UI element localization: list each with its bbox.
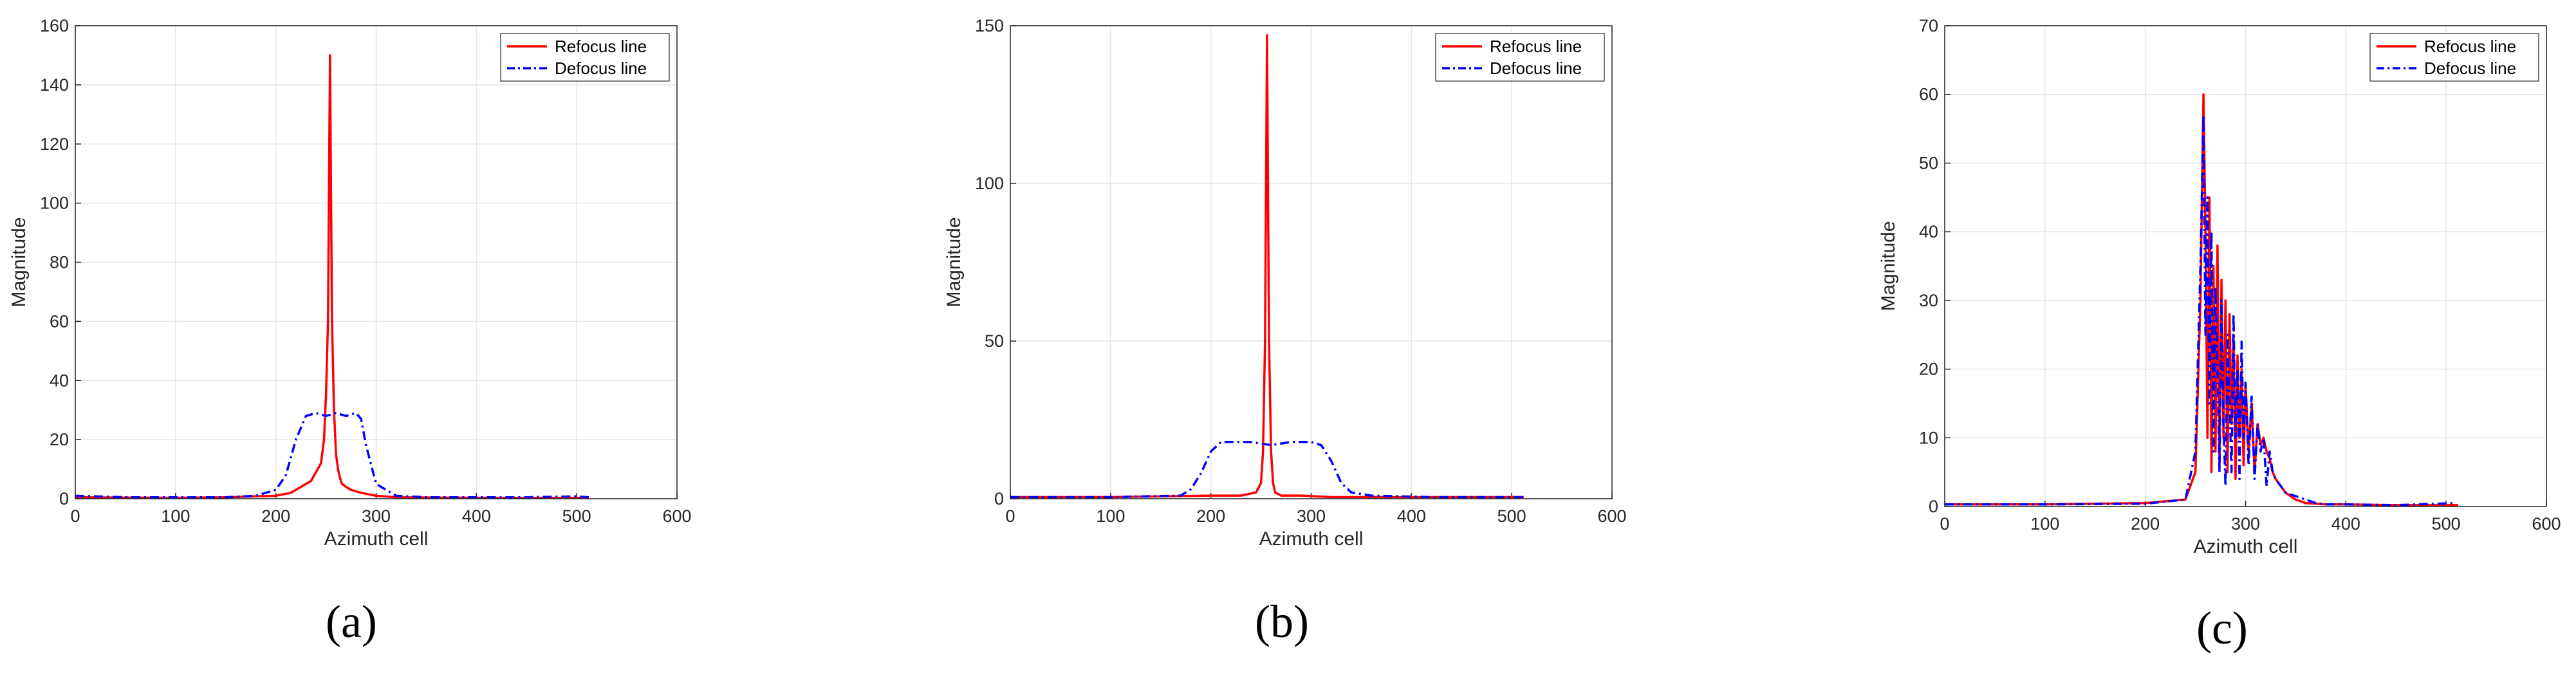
y-tick-label: 120	[40, 134, 69, 154]
chart-b: 0 100 200 300 400 500 600 0 50 100 150 Azimuth cell…	[943, 16, 1627, 550]
legend-label: Refocus line	[1490, 37, 1582, 56]
y-tick-label: 150	[975, 16, 1004, 35]
y-tick-label: 80	[50, 253, 69, 272]
defocus-line	[1945, 113, 2456, 506]
chart-c: 0 100 200 300 400 500 600 0 10 20 30 40 50 60 70 Azimut…	[1878, 16, 2561, 557]
legend-label: Defocus line	[555, 59, 647, 78]
x-tick-label: 100	[1096, 506, 1125, 526]
x-tick-label: 300	[1297, 506, 1326, 526]
panel-label-a: (a)	[326, 596, 377, 647]
x-tick-label: 100	[161, 506, 190, 526]
x-axis-label: Azimuth cell	[2194, 536, 2298, 557]
x-axis-label: Azimuth cell	[324, 528, 429, 550]
y-tick-label: 100	[975, 174, 1004, 193]
y-tick-label: 60	[1919, 85, 1938, 104]
x-tick-label: 600	[2532, 514, 2561, 533]
y-tick-label: 0	[59, 489, 69, 508]
x-tick-label: 200	[261, 506, 290, 526]
y-axis-label: Magnitude	[1878, 221, 1899, 311]
x-tick-label: 600	[1597, 506, 1626, 526]
x-tick-label: 300	[362, 506, 391, 526]
refocus-line	[75, 54, 589, 499]
x-tick-label: 600	[662, 506, 691, 526]
y-axis-label: Magnitude	[943, 217, 965, 307]
chart-a: 0 100 200 300 400 500 600 0 20 40 60 80 100 120 140 160…	[8, 16, 692, 550]
x-tick-label: 0	[70, 506, 80, 526]
defocus-line	[75, 412, 589, 499]
y-tick-label: 20	[1919, 360, 1938, 379]
legend-box	[500, 33, 670, 82]
legend-box	[2369, 33, 2539, 82]
y-tick-label: 60	[50, 311, 69, 331]
legend-label: Refocus line	[2424, 37, 2516, 56]
legend-box	[1435, 33, 1605, 82]
legend-label: Defocus line	[2424, 59, 2516, 78]
x-tick-label: 0	[1005, 506, 1015, 526]
axes-box	[1010, 25, 1613, 499]
y-tick-label: 50	[985, 331, 1004, 351]
y-tick-label: 0	[994, 489, 1004, 508]
panel-label-b: (b)	[1255, 596, 1309, 647]
x-tick-label: 300	[2231, 514, 2260, 533]
x-tick-label: 500	[1497, 506, 1526, 526]
x-axis-label: Azimuth cell	[1259, 528, 1364, 550]
y-tick-label: 10	[1919, 428, 1938, 447]
y-axis-label: Magnitude	[8, 217, 30, 307]
y-tick-label: 30	[1919, 291, 1938, 310]
y-tick-label: 50	[1919, 153, 1938, 172]
y-tick-label: 160	[40, 16, 69, 35]
axes-box	[75, 25, 678, 499]
legend-label: Defocus line	[1490, 59, 1582, 78]
x-tick-label: 100	[2030, 514, 2059, 533]
panel-label-c: (c)	[2196, 602, 2248, 654]
y-tick-label: 100	[40, 194, 69, 213]
x-tick-label: 500	[562, 506, 591, 526]
x-tick-label: 200	[2131, 514, 2160, 533]
y-tick-label: 140	[40, 75, 69, 95]
defocus-line	[1010, 441, 1524, 499]
x-tick-label: 400	[1397, 506, 1426, 526]
x-tick-label: 500	[2432, 514, 2461, 533]
y-tick-label: 70	[1919, 16, 1938, 35]
y-tick-label: 40	[1919, 222, 1938, 241]
x-tick-label: 0	[1940, 514, 1949, 533]
y-tick-label: 40	[50, 371, 69, 390]
x-tick-label: 400	[2331, 514, 2360, 533]
axes-box	[1944, 25, 2547, 507]
x-tick-label: 400	[462, 506, 491, 526]
refocus-line	[1010, 33, 1524, 499]
x-tick-label: 200	[1196, 506, 1225, 526]
legend-label: Refocus line	[555, 37, 647, 56]
y-tick-label: 0	[1929, 497, 1938, 516]
y-tick-label: 20	[50, 430, 69, 449]
